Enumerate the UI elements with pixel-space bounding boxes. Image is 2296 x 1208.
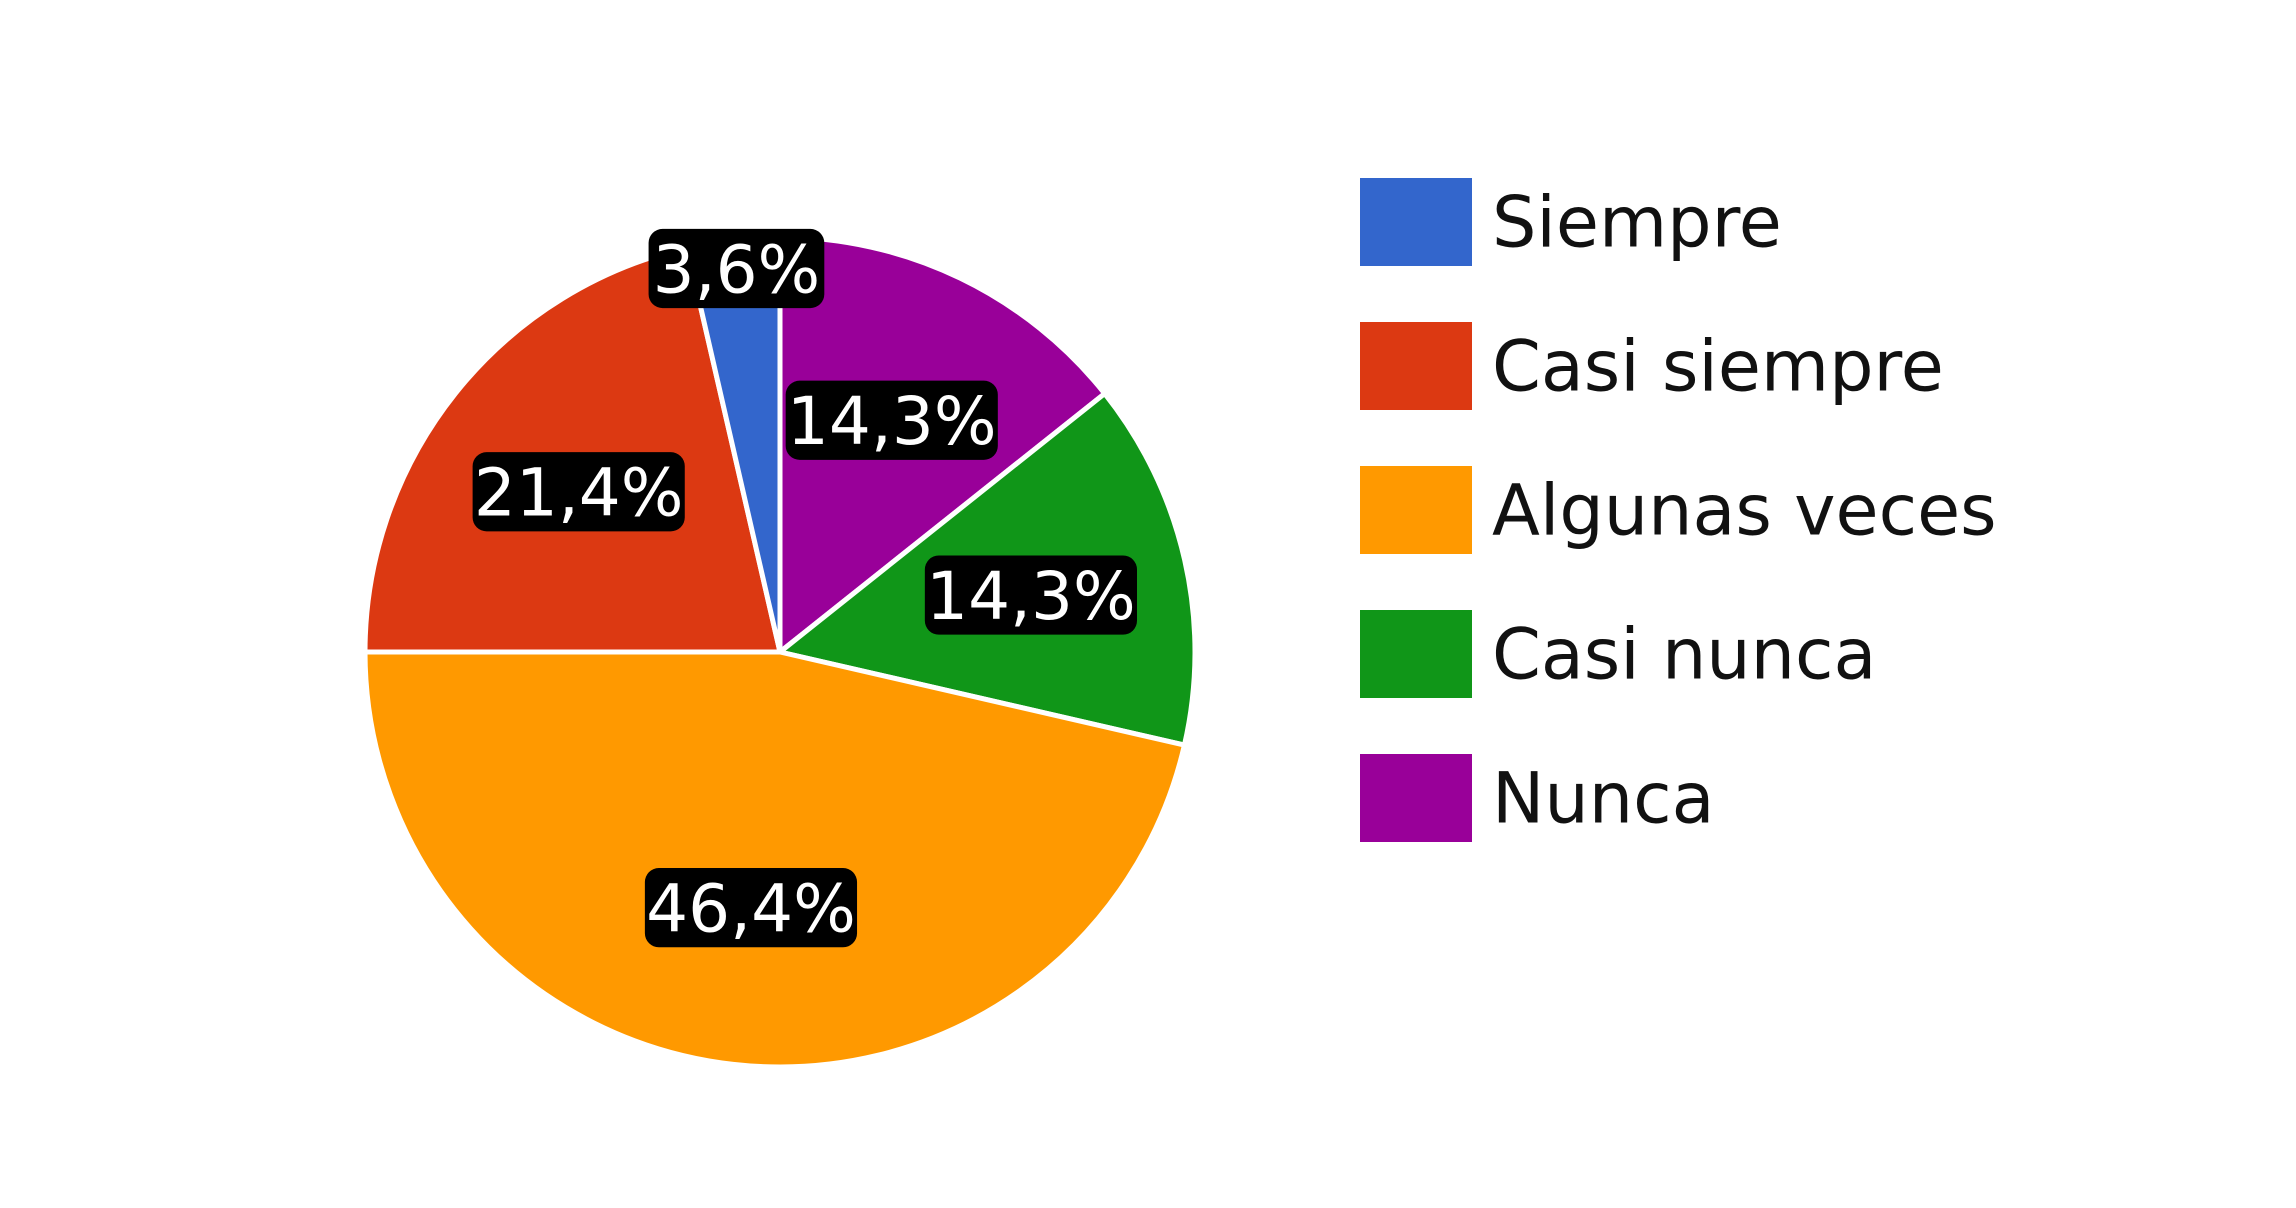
data-label-casi-siempre: 21,4% — [472, 452, 685, 532]
legend-item-casi-siempre: Casi siempre — [1360, 322, 1944, 410]
legend-swatch — [1360, 466, 1472, 554]
data-label-text: 14,3% — [787, 383, 997, 460]
legend-label: Siempre — [1492, 182, 1782, 264]
legend-item-siempre: Siempre — [1360, 178, 1782, 266]
pie-slice-algunas-veces — [362, 649, 1187, 1070]
legend-item-nunca: Nunca — [1360, 754, 1714, 842]
legend-label: Casi siempre — [1492, 326, 1944, 408]
data-label-box — [924, 555, 1138, 635]
data-label-text: 46,4% — [646, 870, 856, 947]
legend: Siempre Casi siempre Algunas veces Casi nun… — [1360, 178, 1997, 842]
legend-label: Casi nunca — [1492, 614, 1876, 696]
data-label-text: 14,3% — [926, 558, 1136, 635]
data-label-box — [472, 452, 685, 532]
data-label-siempre: 3,6% — [648, 228, 825, 309]
data-label-casi-nunca: 14,3% — [924, 555, 1138, 635]
pie-data-labels: 14,3% 14,3% 46,4% 21,4% 3,6% — [472, 228, 1138, 948]
legend-swatch — [1360, 610, 1472, 698]
data-label-algunas-veces: 46,4% — [644, 868, 858, 948]
data-label-text: 3,6% — [653, 231, 821, 308]
legend-item-casi-nunca: Casi nunca — [1360, 610, 1876, 698]
data-label-box — [785, 380, 998, 460]
data-label-nunca: 14,3% — [785, 380, 998, 460]
pie-slice-casi-siempre — [362, 245, 783, 655]
data-label-box — [648, 228, 825, 309]
data-label-box — [644, 868, 858, 948]
data-label-text: 21,4% — [474, 455, 684, 532]
legend-item-algunas-veces: Algunas veces — [1360, 466, 1997, 554]
legend-swatch — [1360, 754, 1472, 842]
legend-label: Algunas veces — [1492, 470, 1997, 552]
legend-label: Nunca — [1492, 758, 1714, 840]
legend-swatch — [1360, 178, 1472, 266]
legend-swatch — [1360, 322, 1472, 410]
